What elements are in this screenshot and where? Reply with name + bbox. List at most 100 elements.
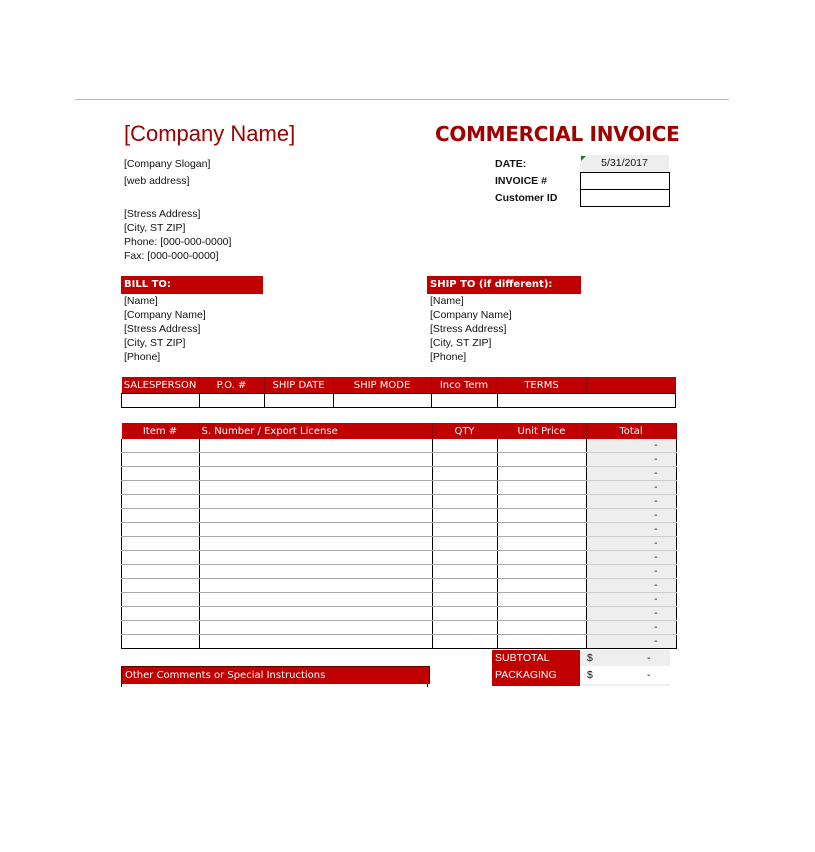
item-cell[interactable] <box>121 606 200 621</box>
item-cell[interactable] <box>431 466 498 481</box>
company-web: [web address] <box>124 175 190 187</box>
invoice-title: COMMERCIAL INVOICE <box>435 122 680 146</box>
item-cell[interactable] <box>198 550 433 565</box>
item-cell[interactable] <box>496 494 587 509</box>
item-header: Total <box>586 423 677 439</box>
item-row: - <box>121 494 677 509</box>
item-cell[interactable] <box>121 439 200 453</box>
bill-to-city: [City, ST ZIP] <box>124 337 186 349</box>
item-cell[interactable] <box>431 522 498 537</box>
customer-id-field[interactable] <box>580 189 670 207</box>
item-cell[interactable] <box>198 494 433 509</box>
date-label: DATE: <box>495 158 527 170</box>
item-cell[interactable] <box>496 564 587 579</box>
summary-label-block <box>492 650 580 686</box>
item-cell[interactable] <box>121 578 200 593</box>
item-total: - <box>586 578 677 593</box>
item-cell[interactable] <box>431 592 498 607</box>
item-cell[interactable] <box>496 592 587 607</box>
item-cell[interactable] <box>496 536 587 551</box>
item-cell[interactable] <box>121 452 200 467</box>
item-cell[interactable] <box>431 452 498 467</box>
item-row: - <box>121 452 677 467</box>
item-cell[interactable] <box>121 536 200 551</box>
item-cell[interactable] <box>198 536 433 551</box>
item-row: - <box>121 508 677 523</box>
shipping-cell[interactable] <box>496 393 586 408</box>
item-cell[interactable] <box>496 634 587 649</box>
item-cell[interactable] <box>198 634 433 649</box>
item-cell[interactable] <box>431 606 498 621</box>
item-cell[interactable] <box>198 564 433 579</box>
packaging-currency: $ <box>587 669 593 681</box>
company-fax: Fax: [000-000-0000] <box>124 250 219 262</box>
shipping-cell[interactable] <box>430 393 498 408</box>
item-cell[interactable] <box>431 620 498 635</box>
ship-to-city: [City, ST ZIP] <box>430 337 492 349</box>
item-cell[interactable] <box>121 522 200 537</box>
item-cell[interactable] <box>431 480 498 495</box>
item-row: - <box>121 550 677 565</box>
item-total: - <box>586 452 677 467</box>
item-cell[interactable] <box>121 466 200 481</box>
item-cell[interactable] <box>198 620 433 635</box>
item-cell[interactable] <box>496 550 587 565</box>
item-cell[interactable] <box>431 508 498 523</box>
item-total: - <box>586 634 677 649</box>
shipping-cell[interactable] <box>198 393 265 408</box>
item-cell[interactable] <box>198 606 433 621</box>
item-cell[interactable] <box>431 439 498 453</box>
shipping-header: TERMS <box>497 377 587 394</box>
item-cell[interactable] <box>496 508 587 523</box>
item-cell[interactable] <box>121 592 200 607</box>
packaging-cell-edge <box>580 684 670 686</box>
item-cell[interactable] <box>198 466 433 481</box>
item-cell[interactable] <box>496 522 587 537</box>
item-cell[interactable] <box>198 578 433 593</box>
invoice-number-field[interactable] <box>580 172 670 190</box>
company-address: [Stress Address] <box>124 208 201 220</box>
date-field[interactable]: 5/31/2017 <box>580 155 669 172</box>
company-phone: Phone: [000-000-0000] <box>124 236 232 248</box>
packaging-value[interactable]: - <box>647 669 651 681</box>
bill-to-header: BILL TO: <box>121 276 263 294</box>
item-cell[interactable] <box>121 480 200 495</box>
item-cell[interactable] <box>198 452 433 467</box>
item-cell[interactable] <box>431 578 498 593</box>
item-cell[interactable] <box>496 452 587 467</box>
item-cell[interactable] <box>198 592 433 607</box>
item-cell[interactable] <box>431 634 498 649</box>
item-cell[interactable] <box>496 606 587 621</box>
item-cell[interactable] <box>496 620 587 635</box>
item-cell[interactable] <box>496 480 587 495</box>
item-row: - <box>121 439 677 453</box>
item-cell[interactable] <box>198 480 433 495</box>
shipping-cell[interactable] <box>263 393 334 408</box>
shipping-cell[interactable] <box>586 393 676 408</box>
item-row: - <box>121 578 677 593</box>
item-cell[interactable] <box>431 564 498 579</box>
item-cell[interactable] <box>121 620 200 635</box>
item-cell[interactable] <box>121 634 200 649</box>
item-cell[interactable] <box>121 508 200 523</box>
item-cell[interactable] <box>431 536 498 551</box>
shipping-header: P.O. # <box>199 377 265 394</box>
ship-to-company: [Company Name] <box>430 309 512 321</box>
item-cell[interactable] <box>431 550 498 565</box>
shipping-header: SALESPERSON <box>121 377 200 394</box>
item-cell[interactable] <box>198 439 433 453</box>
comments-box[interactable] <box>121 684 428 687</box>
item-cell[interactable] <box>496 466 587 481</box>
item-cell[interactable] <box>121 494 200 509</box>
item-row: - <box>121 480 677 495</box>
item-cell[interactable] <box>496 578 587 593</box>
item-cell[interactable] <box>121 550 200 565</box>
item-cell[interactable] <box>198 508 433 523</box>
shipping-cell[interactable] <box>332 393 432 408</box>
item-cell[interactable] <box>121 564 200 579</box>
item-cell[interactable] <box>496 439 587 453</box>
item-cell[interactable] <box>198 522 433 537</box>
shipping-cell[interactable] <box>121 393 200 408</box>
item-cell[interactable] <box>431 494 498 509</box>
item-row: - <box>121 592 677 607</box>
